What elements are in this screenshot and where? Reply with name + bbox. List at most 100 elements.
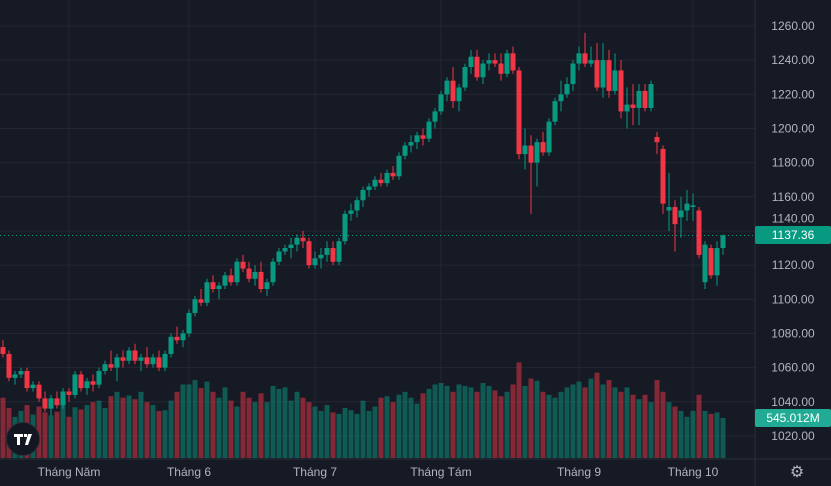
volume-bar xyxy=(672,406,678,458)
volume-bar xyxy=(108,396,114,458)
volume-bar xyxy=(36,406,42,458)
volume-bar xyxy=(186,384,192,458)
volume-bar xyxy=(144,402,150,458)
candle-up xyxy=(270,261,276,283)
volume-bar xyxy=(198,388,204,458)
volume-bar xyxy=(318,410,324,458)
candle-down xyxy=(450,80,456,102)
volume-bar xyxy=(660,391,666,458)
volume-bar xyxy=(690,410,696,458)
volume-bar xyxy=(474,391,480,458)
volume-bar xyxy=(600,384,606,458)
candle-up xyxy=(612,70,618,91)
candle-down xyxy=(660,148,666,204)
candle-up xyxy=(312,258,318,266)
last-volume-label: 545.012M xyxy=(755,408,831,427)
volume-bar xyxy=(216,397,222,458)
volume-bar xyxy=(234,406,240,458)
candle-up xyxy=(354,200,360,211)
volume-bar xyxy=(696,394,702,458)
candle-down xyxy=(42,398,48,409)
price-tick-label: 1100.00 xyxy=(772,292,815,306)
candle-up xyxy=(12,374,18,378)
candle-up xyxy=(216,285,222,290)
volume-bar xyxy=(162,410,168,458)
candle-up xyxy=(456,87,462,102)
volume-bar xyxy=(366,410,372,458)
volume-bar xyxy=(150,405,156,458)
candle-up xyxy=(114,357,120,368)
volume-bar xyxy=(486,385,492,458)
volume-bar xyxy=(420,393,426,458)
volume-bar xyxy=(174,391,180,458)
volume-bar xyxy=(378,397,384,458)
volume-bar xyxy=(564,387,570,458)
candle-up xyxy=(438,94,444,112)
tradingview-logo[interactable] xyxy=(6,422,40,456)
time-tick-label: Tháng 6 xyxy=(167,465,211,479)
volume-bar xyxy=(120,397,126,458)
candle-down xyxy=(198,299,204,303)
gear-icon[interactable]: ⚙ xyxy=(789,464,805,481)
candle-up xyxy=(366,186,372,190)
candle-up xyxy=(666,207,672,211)
volume-bar xyxy=(402,391,408,458)
price-tick-label: 1060.00 xyxy=(771,361,815,375)
volume-bar xyxy=(324,405,330,458)
candle-down xyxy=(378,179,384,184)
volume-bar xyxy=(54,411,60,458)
candle-up xyxy=(192,299,198,313)
volume-bar xyxy=(252,402,258,458)
volume-bar xyxy=(114,391,120,458)
volume-bar xyxy=(504,391,510,458)
volume-bar xyxy=(510,384,516,458)
candle-down xyxy=(420,135,426,139)
candle-down xyxy=(132,350,138,361)
volume-bar xyxy=(132,399,138,458)
volume-bar xyxy=(648,402,654,458)
time-tick-label: Tháng 7 xyxy=(293,465,337,479)
candle-up xyxy=(324,248,330,255)
volume-bar xyxy=(534,380,540,458)
candle-down xyxy=(0,347,6,354)
candle-down xyxy=(540,142,546,153)
volume-bar xyxy=(282,387,288,458)
volume-bar xyxy=(456,384,462,458)
candle-up xyxy=(558,94,564,102)
candle-up xyxy=(486,60,492,64)
volume-bar xyxy=(102,408,108,458)
candle-up xyxy=(396,155,402,177)
volume-bar xyxy=(546,394,552,458)
volume-bar xyxy=(426,388,432,458)
candle-up xyxy=(384,172,390,184)
volume-bar xyxy=(84,405,90,458)
time-tick-label: Tháng Tám xyxy=(410,465,471,479)
candle-up xyxy=(678,210,684,218)
volume-bar xyxy=(702,410,708,458)
candle-up xyxy=(408,142,414,146)
candle-down xyxy=(120,357,126,361)
candle-up xyxy=(432,111,438,122)
volume-bar xyxy=(468,387,474,458)
candle-down xyxy=(510,53,516,71)
candle-up xyxy=(72,374,78,395)
volume-bar xyxy=(60,403,66,458)
candle-up xyxy=(294,237,300,245)
candle-up xyxy=(318,254,324,259)
candle-up xyxy=(84,381,90,389)
candle-up xyxy=(204,282,210,303)
price-tick-label: 1120.00 xyxy=(772,258,815,272)
volume-bar xyxy=(168,400,174,458)
volume-bar xyxy=(96,400,102,458)
candle-up xyxy=(570,63,576,85)
candle-up xyxy=(336,241,342,262)
time-tick-label: Tháng 10 xyxy=(668,465,719,479)
candle-down xyxy=(36,384,42,399)
candle-up xyxy=(690,205,696,208)
candle-up xyxy=(414,135,420,143)
volume-bar xyxy=(300,397,306,458)
candle-down xyxy=(330,248,336,262)
volume-bar xyxy=(558,391,564,458)
price-tick-label: 1040.00 xyxy=(771,395,815,409)
